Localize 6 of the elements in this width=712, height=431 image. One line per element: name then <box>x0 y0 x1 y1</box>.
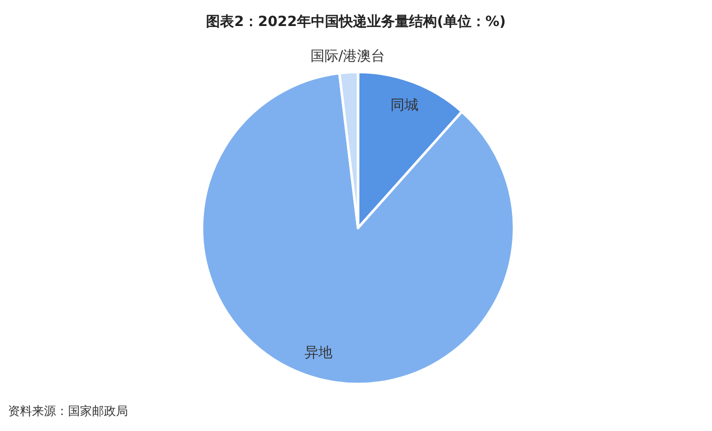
pie-slice <box>200 72 515 386</box>
text: 资料来源：国家邮政局 <box>8 404 128 418</box>
slice-label: 同城 <box>390 97 419 114</box>
slice-label: 国际/港澳台 <box>310 48 386 65</box>
slice-label: 异地 <box>304 344 333 361</box>
chart-title: 图表2：2022年中国快递业务量结构(单位：%) <box>206 13 506 30</box>
